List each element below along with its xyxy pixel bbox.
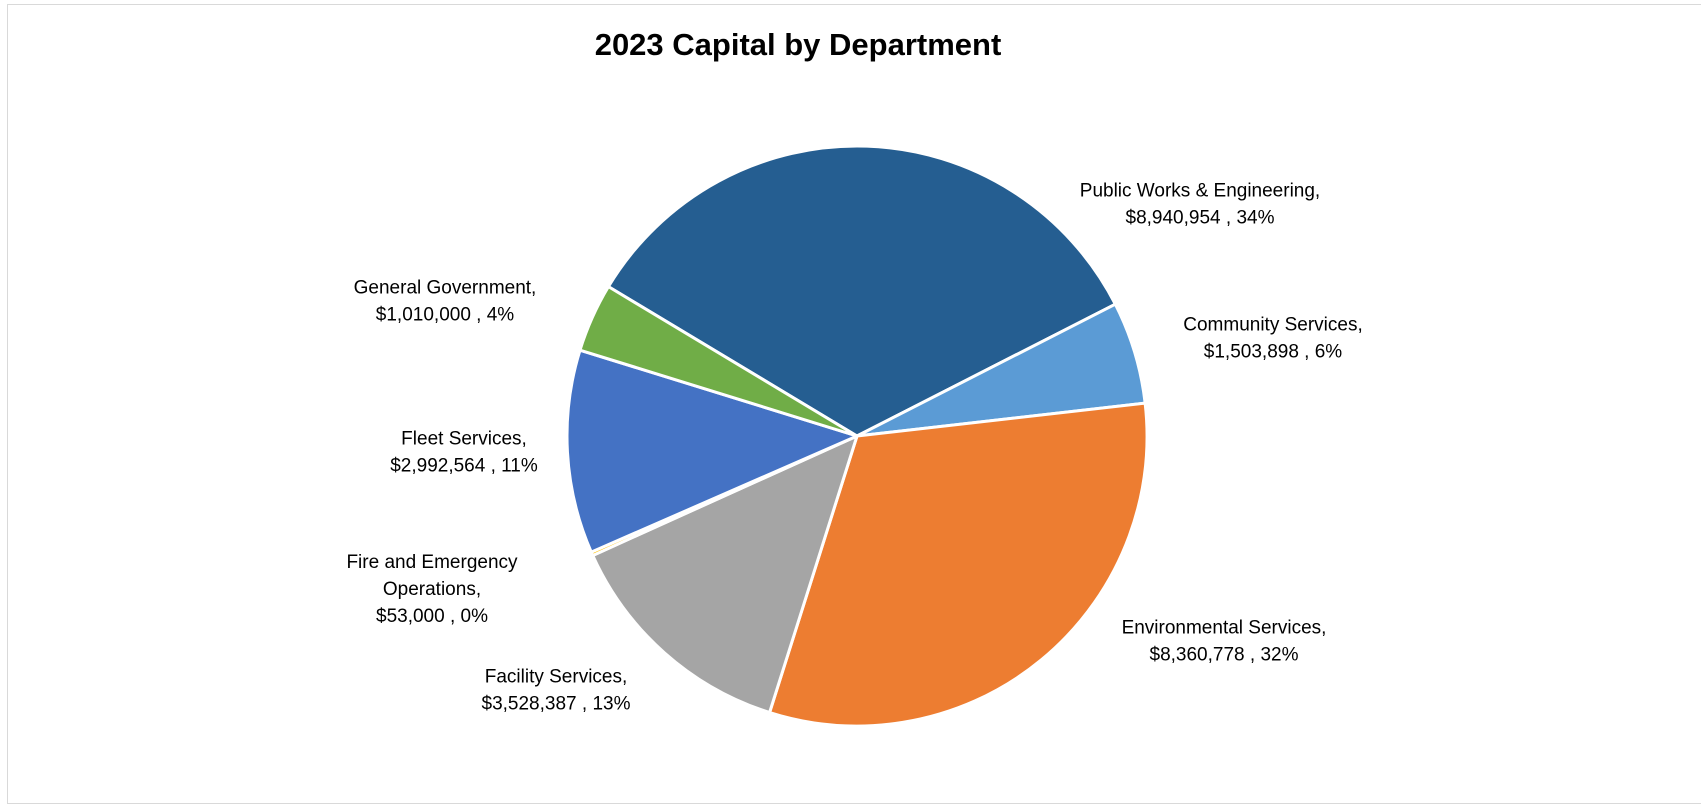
pie-data-labels: Public Works & Engineering, $8,940,954 , … — [346, 181, 1362, 715]
data-label-line: $8,360,778 , 32% — [1150, 645, 1299, 666]
data-label-line: Fire and Emergency — [346, 552, 518, 573]
data-label-line: $8,940,954 , 34% — [1126, 208, 1275, 229]
data-label-fleet-services: Fleet Services, $2,992,564 , 11% — [390, 429, 538, 477]
data-label-fire-and-emergency-operations: Fire and Emergency Operations, $53,000 , 0… — [346, 552, 518, 627]
data-label-line: $53,000 , 0% — [376, 606, 488, 627]
data-label-line: Operations, — [383, 579, 481, 600]
data-label-public-works-engineering: Public Works & Engineering, $8,940,954 , … — [1080, 181, 1320, 229]
data-label-line: $1,503,898 , 6% — [1204, 342, 1342, 363]
chart-title: 2023 Capital by Department — [594, 27, 1002, 62]
data-label-line: $2,992,564 , 11% — [390, 456, 538, 477]
data-label-facility-services: Facility Services, $3,528,387 , 13% — [482, 667, 631, 715]
data-label-line: Public Works & Engineering, — [1080, 181, 1320, 202]
pie-slice-facility-services — [591, 434, 859, 715]
data-label-line: Community Services, — [1183, 315, 1363, 336]
pie-slice-environmental-services — [768, 401, 1149, 728]
data-label-line: Fleet Services, — [401, 429, 527, 450]
data-label-line: $1,010,000 , 4% — [376, 305, 514, 326]
data-label-line: Facility Services, — [485, 667, 628, 688]
data-label-community-services: Community Services, $1,503,898 , 6% — [1183, 315, 1363, 363]
pie-slice-general-government — [578, 285, 859, 438]
data-label-line: Environmental Services, — [1122, 618, 1327, 639]
data-label-line: $3,528,387 , 13% — [482, 694, 631, 715]
data-label-line: General Government, — [354, 278, 537, 299]
data-label-environmental-services: Environmental Services, $8,360,778 , 32% — [1122, 618, 1327, 666]
pie-slice-public-works-engineering — [606, 144, 1117, 438]
data-label-general-government: General Government, $1,010,000 , 4% — [354, 278, 537, 326]
pie-slice-fleet-services — [565, 348, 859, 554]
pie-slices — [565, 144, 1149, 728]
